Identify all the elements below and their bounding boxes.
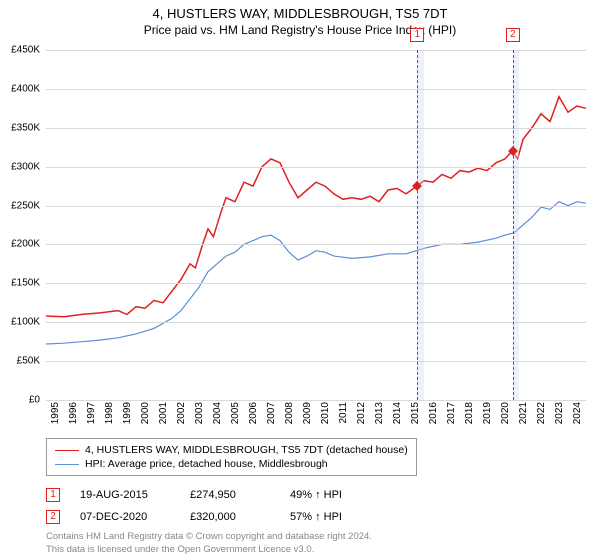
- footer-line-2: This data is licensed under the Open Gov…: [46, 544, 372, 556]
- x-axis-label: 2001: [158, 402, 169, 432]
- sale-row: 2 07-DEC-2020 £320,000 57% ↑ HPI: [46, 506, 370, 528]
- sale-date: 19-AUG-2015: [80, 489, 170, 501]
- x-axis-label: 2002: [176, 402, 187, 432]
- sale-number-box: 1: [46, 488, 60, 502]
- gridline-h: [46, 400, 586, 401]
- gridline-h: [46, 283, 586, 284]
- x-axis-label: 1997: [86, 402, 97, 432]
- attribution-footer: Contains HM Land Registry data © Crown c…: [46, 531, 372, 556]
- x-axis-label: 2024: [572, 402, 583, 432]
- gridline-h: [46, 128, 586, 129]
- legend-swatch: [55, 464, 79, 465]
- legend-item: HPI: Average price, detached house, Midd…: [55, 457, 408, 471]
- y-axis-label: £0: [0, 395, 40, 406]
- gridline-h: [46, 322, 586, 323]
- y-axis-label: £400K: [0, 83, 40, 94]
- legend-item: 4, HUSTLERS WAY, MIDDLESBROUGH, TS5 7DT …: [55, 443, 408, 457]
- x-axis-label: 2003: [194, 402, 205, 432]
- y-axis-label: £200K: [0, 239, 40, 250]
- y-axis-label: £250K: [0, 200, 40, 211]
- marker-number-box: 2: [506, 28, 520, 42]
- gridline-h: [46, 50, 586, 51]
- x-axis-label: 1998: [104, 402, 115, 432]
- legend-label: HPI: Average price, detached house, Midd…: [85, 458, 328, 470]
- x-axis-label: 2011: [338, 402, 349, 432]
- legend-label: 4, HUSTLERS WAY, MIDDLESBROUGH, TS5 7DT …: [85, 444, 408, 456]
- gridline-h: [46, 89, 586, 90]
- footer-line-1: Contains HM Land Registry data © Crown c…: [46, 531, 372, 543]
- sale-price: £320,000: [190, 511, 270, 523]
- x-axis-label: 1996: [68, 402, 79, 432]
- legend-swatch: [55, 450, 79, 451]
- gridline-h: [46, 167, 586, 168]
- marker-number-box: 1: [410, 28, 424, 42]
- x-axis-label: 2016: [428, 402, 439, 432]
- x-axis-label: 2008: [284, 402, 295, 432]
- gridline-h: [46, 361, 586, 362]
- x-axis-label: 2012: [356, 402, 367, 432]
- sale-hpi-delta: 49% ↑ HPI: [290, 489, 370, 501]
- x-axis-label: 2004: [212, 402, 223, 432]
- sale-price: £274,950: [190, 489, 270, 501]
- x-axis-label: 2014: [392, 402, 403, 432]
- gridline-h: [46, 244, 586, 245]
- y-axis-label: £450K: [0, 45, 40, 56]
- x-axis-label: 2010: [320, 402, 331, 432]
- x-axis-label: 2023: [554, 402, 565, 432]
- sale-date: 07-DEC-2020: [80, 511, 170, 523]
- y-axis-label: £300K: [0, 161, 40, 172]
- x-axis-label: 1999: [122, 402, 133, 432]
- x-axis-label: 2005: [230, 402, 241, 432]
- gridline-h: [46, 206, 586, 207]
- sale-number-box: 2: [46, 510, 60, 524]
- x-axis-label: 2007: [266, 402, 277, 432]
- y-axis-label: £350K: [0, 122, 40, 133]
- x-axis-label: 2000: [140, 402, 151, 432]
- x-axis-label: 2009: [302, 402, 313, 432]
- sale-hpi-delta: 57% ↑ HPI: [290, 511, 370, 523]
- x-axis-label: 2019: [482, 402, 493, 432]
- marker-line: [417, 50, 418, 400]
- x-axis-label: 2006: [248, 402, 259, 432]
- marker-line: [513, 50, 514, 400]
- sale-events: 1 19-AUG-2015 £274,950 49% ↑ HPI 2 07-DEC-202…: [46, 484, 370, 528]
- chart-plot-area: £0£50K£100K£150K£200K£250K£300K£350K£400…: [46, 50, 586, 400]
- y-axis-label: £100K: [0, 317, 40, 328]
- y-axis-label: £150K: [0, 278, 40, 289]
- x-axis-label: 2022: [536, 402, 547, 432]
- x-axis-label: 2017: [446, 402, 457, 432]
- legend: 4, HUSTLERS WAY, MIDDLESBROUGH, TS5 7DT …: [46, 438, 417, 476]
- x-axis-label: 1995: [50, 402, 61, 432]
- y-axis-label: £50K: [0, 356, 40, 367]
- x-axis-label: 2015: [410, 402, 421, 432]
- chart-title-address: 4, HUSTLERS WAY, MIDDLESBROUGH, TS5 7DT: [0, 0, 600, 21]
- sale-row: 1 19-AUG-2015 £274,950 49% ↑ HPI: [46, 484, 370, 506]
- x-axis-label: 2021: [518, 402, 529, 432]
- x-axis-label: 2018: [464, 402, 475, 432]
- chart-svg: [46, 50, 586, 400]
- x-axis-label: 2013: [374, 402, 385, 432]
- x-axis-label: 2020: [500, 402, 511, 432]
